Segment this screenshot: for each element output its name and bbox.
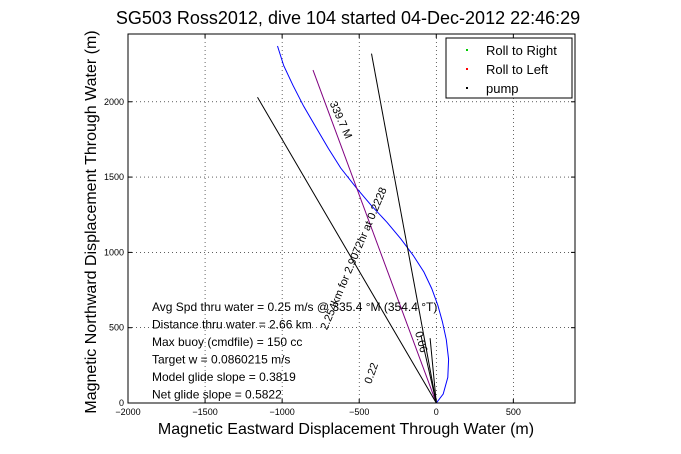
y-tick-label: 0 [119,398,124,408]
annotation-line: Distance thru water = 2.66 km [152,318,312,332]
annotation-block: Avg Spd thru water = 0.25 m/s @ 335.4 °M… [152,300,437,402]
line-label: 0.06 [412,330,429,354]
x-tick-label: −1000 [269,407,294,417]
ticks-layer: −2000 −1500 −1000 −500 0 500 0 500 1000 1500 2000 [104,34,575,417]
annotation-line: Net glide slope = 0.5822 [152,388,282,402]
x-tick-label: 0 [434,407,439,417]
annotation-line: Max buoy (cmdfile) = 150 cc [152,335,302,349]
series-layer [257,45,450,404]
y-tick-label: 500 [109,323,124,333]
series-inner-2 [429,338,437,404]
y-tick-label: 1000 [104,247,124,257]
legend-entry: Roll to Right [486,43,557,58]
x-tick-label: −2000 [115,407,140,417]
legend-entry: pump [486,81,519,96]
series-track [277,45,450,404]
series-bound-1 [257,97,437,404]
legend-marker [466,49,468,51]
legend-entry: Roll to Left [486,62,549,77]
y-tick-label: 1500 [104,172,124,182]
chart-title: SG503 Ross2012, dive 104 started 04-Dec-… [116,8,580,28]
annotation-line: Avg Spd thru water = 0.25 m/s @ 335.4 °M… [152,300,437,314]
series-inner-1 [420,335,437,404]
x-tick-label: −1500 [192,407,217,417]
legend-marker [466,68,468,70]
x-axis-label: Magnetic Eastward Displacement Through W… [158,421,534,438]
legend: Roll to Right Roll to Left pump [445,37,573,99]
annotation-line: Model glide slope = 0.3819 [152,370,296,384]
y-axis-label: Magnetic Northward Displacement Through … [83,30,100,413]
gridlines [128,34,575,403]
series-heading [312,69,437,404]
y-tick-label: 2000 [104,97,124,107]
annotation-line: Target w = 0.0860215 m/s [152,353,290,367]
x-tick-label: −500 [349,407,369,417]
legend-marker [466,87,468,89]
series-bound-2 [371,53,437,404]
x-tick-label: 500 [506,407,521,417]
